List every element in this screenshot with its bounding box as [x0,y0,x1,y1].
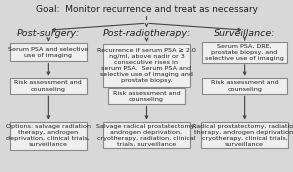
Text: Serum PSA and selective
use of imaging: Serum PSA and selective use of imaging [8,47,88,58]
FancyBboxPatch shape [103,44,190,87]
Text: Goal:  Monitor recurrence and treat as necessary: Goal: Monitor recurrence and treat as ne… [35,5,258,14]
Text: Radical prostatectomy, radiation
therapy, androgen deprivation,
cryotherapy, cli: Radical prostatectomy, radiation therapy… [192,123,293,147]
Text: Risk assessment and
counseling: Risk assessment and counseling [113,91,180,102]
FancyBboxPatch shape [10,44,87,62]
FancyBboxPatch shape [108,88,185,104]
Text: Recurrence if serum PSA ≥ 2.0
ng/ml, above nadir or 3
consecutive rises in
serum: Recurrence if serum PSA ≥ 2.0 ng/ml, abo… [97,48,196,83]
Text: Options: salvage radiation
therapy, androgen
deprivation, clinical trials,
surve: Options: salvage radiation therapy, andr… [6,124,91,147]
FancyBboxPatch shape [202,42,287,63]
FancyBboxPatch shape [103,122,190,148]
Text: Risk assessment and
counseling: Risk assessment and counseling [14,80,82,92]
FancyBboxPatch shape [202,78,287,94]
Text: Post-radiotherapy:: Post-radiotherapy: [102,29,191,38]
FancyBboxPatch shape [10,78,87,94]
Text: Salvage radical prostatectomy,
androgen deprivation,
cryotherapy, radiation, cli: Salvage radical prostatectomy, androgen … [96,123,197,147]
Text: Post-surgery:: Post-surgery: [17,29,80,38]
Text: Surveillance:: Surveillance: [214,29,275,38]
Text: Serum PSA, DRE,
prostate biopsy, and
selective use of imaging: Serum PSA, DRE, prostate biopsy, and sel… [205,44,284,61]
FancyBboxPatch shape [10,122,87,150]
Text: Risk assessment and
counseling: Risk assessment and counseling [211,80,279,92]
FancyBboxPatch shape [202,122,288,148]
